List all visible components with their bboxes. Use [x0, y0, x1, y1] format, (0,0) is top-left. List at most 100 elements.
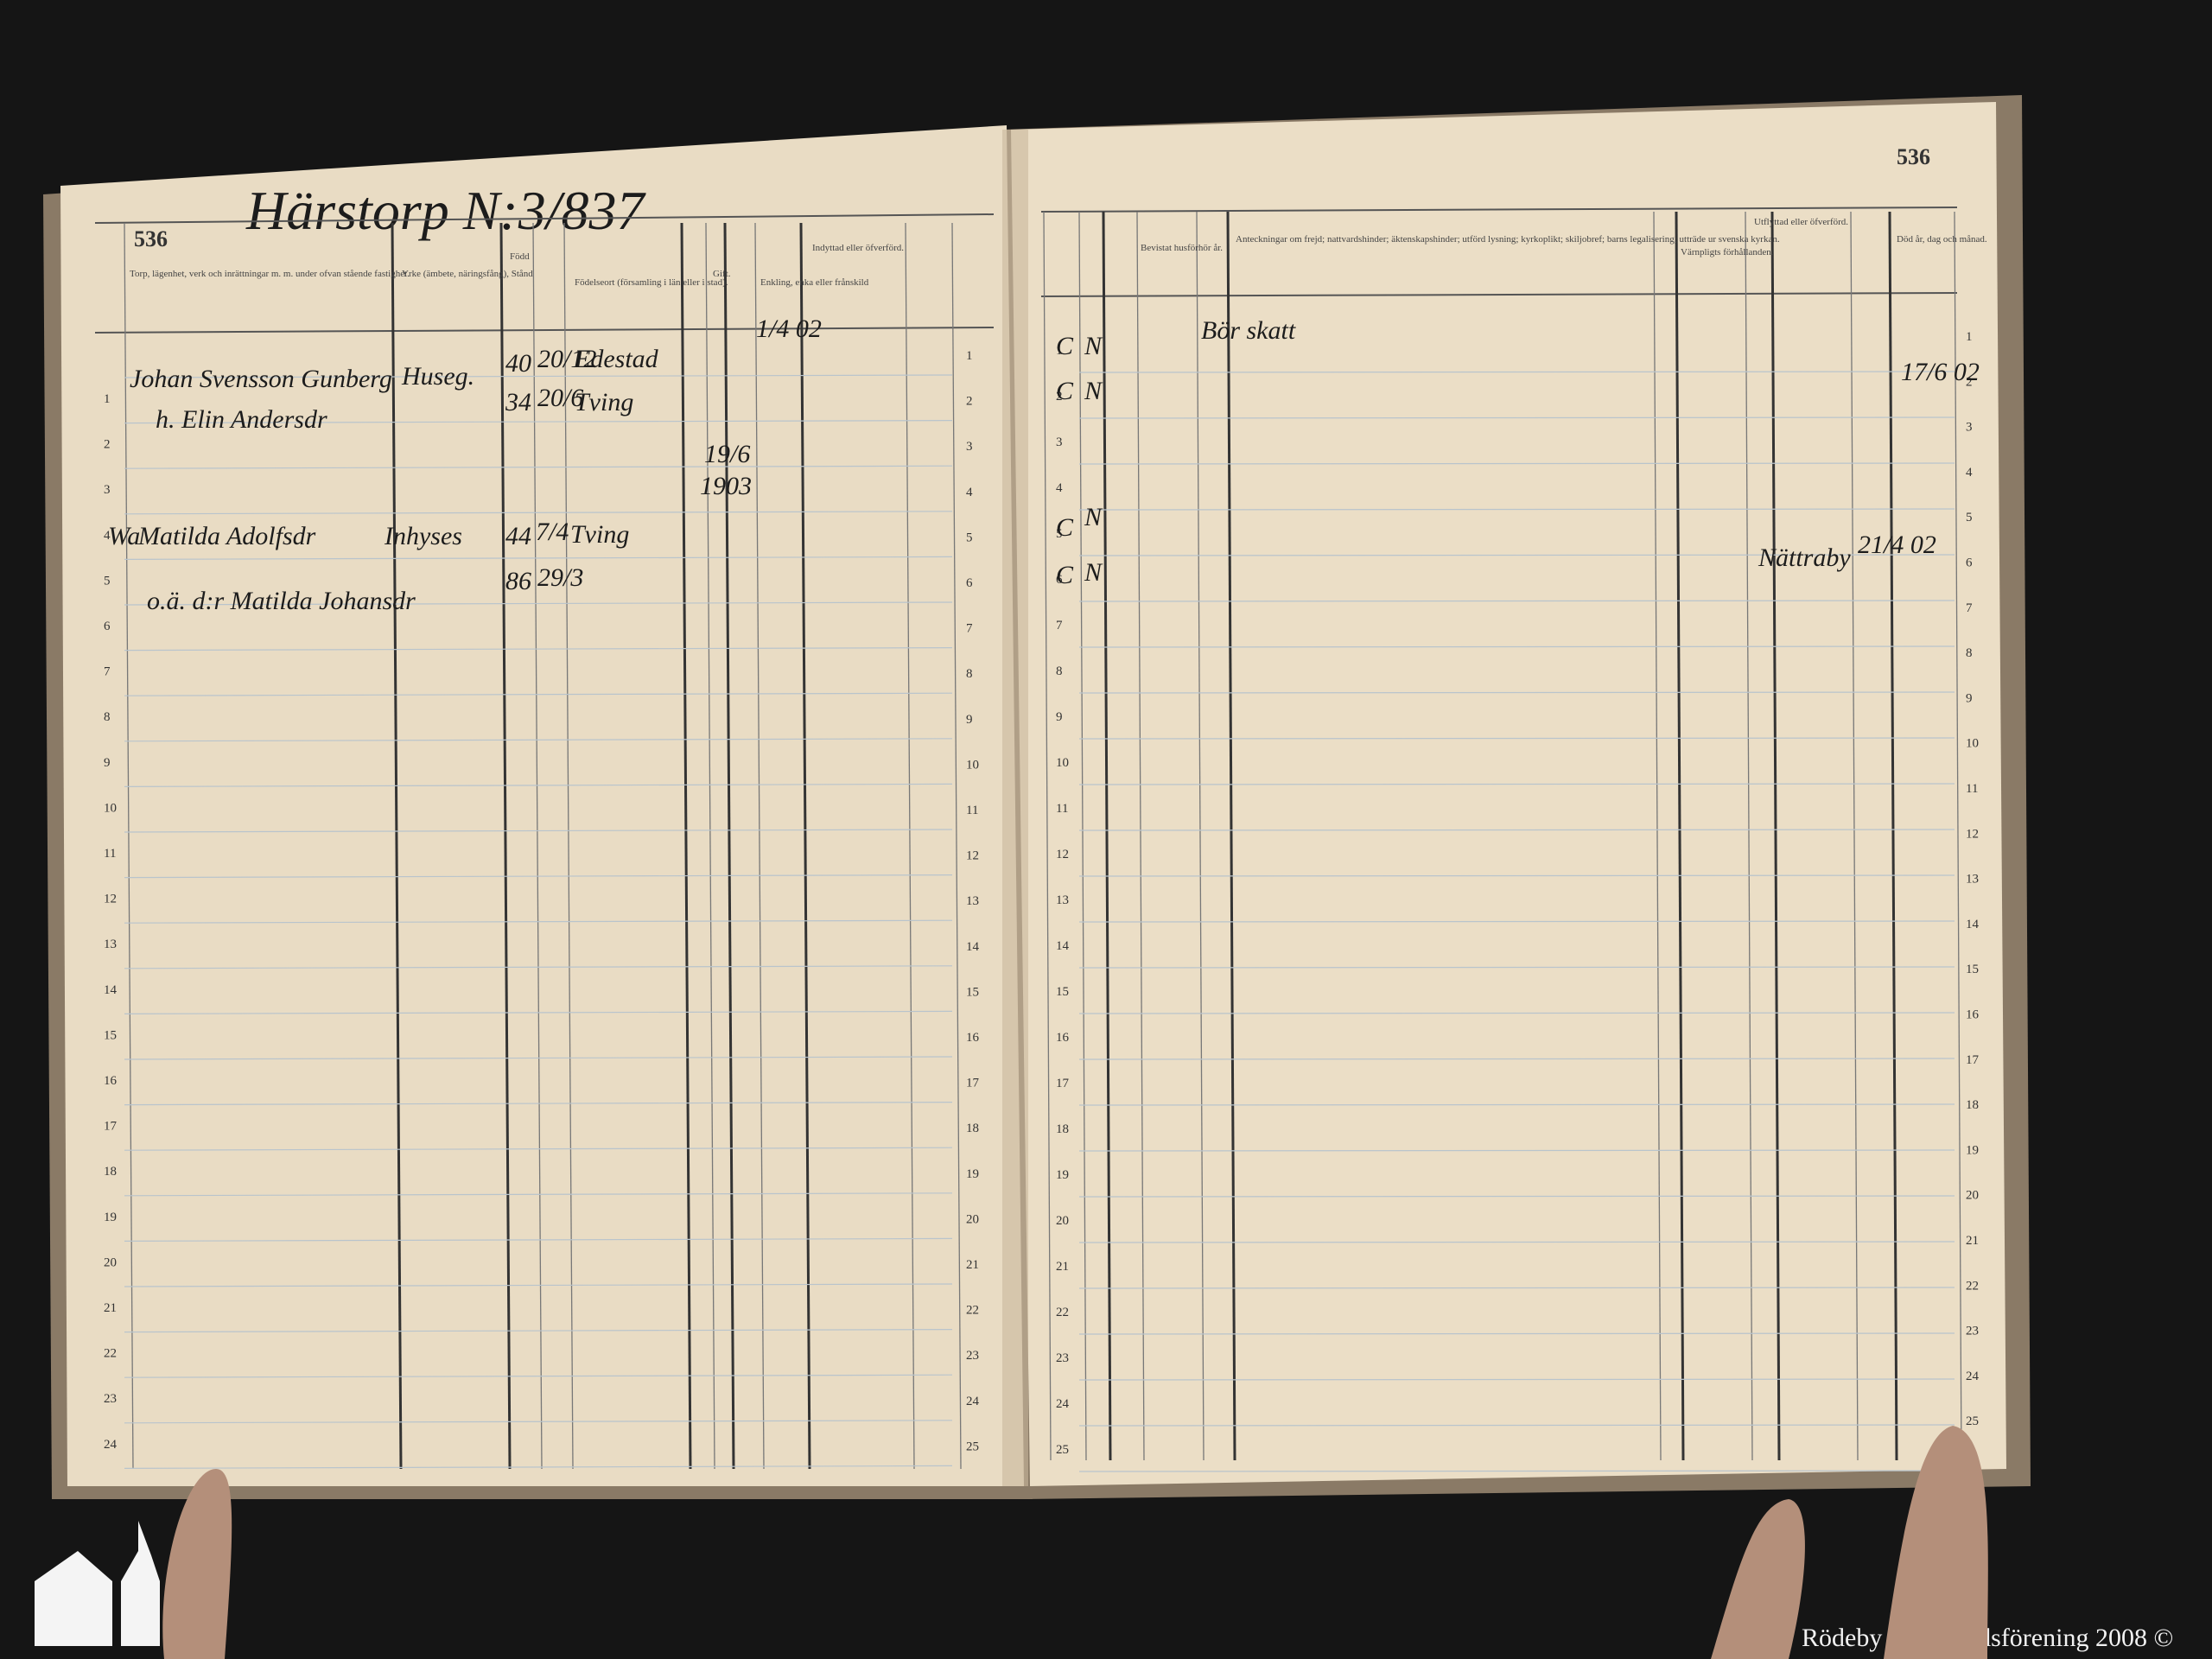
column-line — [799, 222, 811, 1470]
row-number: 11 — [104, 847, 116, 861]
handwritten-entry: N — [1084, 503, 1103, 531]
row-number: 15 — [1966, 963, 1979, 976]
row-line — [124, 874, 953, 879]
row-number: 7 — [1966, 601, 1973, 615]
row-line — [1078, 508, 1955, 511]
row-number: 4 — [1056, 481, 1063, 495]
handwritten-entry: 40 — [505, 349, 531, 378]
row-number: 3 — [966, 440, 973, 454]
column-header: Enkling, enka eller frånskild — [760, 277, 869, 288]
row-number: 23 — [966, 1349, 979, 1363]
handwritten-entry: 17/6 02 — [1901, 358, 1980, 386]
row-line — [1078, 1058, 1955, 1060]
right-page — [1011, 102, 2006, 1486]
row-number: 2 — [1966, 375, 1973, 389]
row-line — [124, 420, 953, 424]
column-header: Gift. — [713, 269, 731, 279]
handwritten-entry: Tving — [570, 520, 629, 549]
handwritten-entry: C — [1056, 332, 1074, 360]
handwritten-entry: Inhyses — [384, 522, 462, 550]
church-logo — [35, 1521, 160, 1646]
column-line — [680, 222, 692, 1470]
row-number: 19 — [104, 1211, 117, 1224]
page-number: 536 — [1897, 144, 1930, 169]
row-number: 25 — [1056, 1443, 1069, 1457]
handwritten-entry: C — [1056, 377, 1074, 405]
row-line — [1078, 1012, 1955, 1014]
row-number: 20 — [1966, 1189, 1979, 1203]
row-number: 22 — [1966, 1279, 1979, 1293]
row-number: 1 — [1966, 330, 1973, 344]
row-number: 13 — [1056, 893, 1069, 907]
row-number: 11 — [1056, 802, 1068, 816]
row-number: 18 — [1966, 1098, 1979, 1112]
row-number: 20 — [966, 1212, 979, 1226]
column-line — [391, 222, 403, 1470]
handwritten-entry: Huseg. — [401, 362, 474, 391]
row-number: 1 — [104, 392, 111, 406]
row-line — [1078, 1241, 1955, 1243]
row-line — [1078, 1378, 1955, 1381]
column-line — [1043, 211, 1052, 1461]
row-line — [1078, 920, 1955, 923]
handwritten-entry: 34 — [505, 388, 531, 416]
handwritten-entry: 19/6 — [704, 440, 750, 468]
column-line — [1745, 211, 1753, 1461]
row-line — [1078, 691, 1955, 694]
row-line — [124, 1465, 953, 1470]
handwritten-entry: N — [1084, 332, 1103, 360]
row-line — [1078, 1103, 1955, 1106]
column-header: Indyttad eller öfverförd. — [812, 243, 904, 253]
row-line — [124, 783, 953, 788]
gutter-shadow — [1002, 130, 1028, 1486]
column-line — [1196, 211, 1205, 1461]
row-number: 13 — [104, 938, 117, 951]
hands — [162, 1426, 1988, 1659]
row-number: 12 — [1056, 848, 1069, 861]
column-line — [1850, 211, 1859, 1461]
row-line — [1078, 554, 1955, 556]
row-number: 22 — [104, 1347, 117, 1361]
row-number: 9 — [966, 713, 973, 727]
column-line — [723, 222, 735, 1470]
row-line — [1078, 1149, 1955, 1152]
rule — [94, 213, 995, 224]
row-number: 9 — [1056, 710, 1063, 724]
row-number: 4 — [104, 529, 111, 543]
column-line — [1102, 211, 1112, 1461]
row-line — [1078, 416, 1955, 419]
row-number: 13 — [966, 894, 979, 908]
column-line — [705, 222, 715, 1470]
row-number: 12 — [104, 893, 117, 906]
row-number: 14 — [1966, 918, 1980, 931]
handwritten-entry: Tving — [575, 388, 633, 416]
row-line — [1078, 737, 1955, 740]
rule — [1040, 207, 1958, 213]
row-number: 18 — [966, 1122, 979, 1135]
column-line — [1653, 211, 1662, 1461]
row-line — [124, 738, 953, 742]
column-line — [1770, 211, 1781, 1461]
row-number: 14 — [104, 983, 118, 997]
row-number: 8 — [966, 667, 973, 681]
handwritten-entry: 20/6 — [537, 384, 583, 412]
row-number: 25 — [1966, 1414, 1979, 1428]
row-line — [124, 1147, 953, 1151]
column-header: Född — [510, 251, 530, 262]
row-line — [124, 965, 953, 969]
row-number: 5 — [966, 531, 973, 544]
row-number: 2 — [966, 395, 973, 409]
row-line — [124, 1010, 953, 1015]
row-line — [124, 1237, 953, 1243]
column-line — [563, 222, 574, 1470]
handwritten-entry: Bör skatt — [1201, 316, 1296, 345]
row-number: 15 — [1056, 985, 1069, 999]
row-number: 20 — [104, 1255, 117, 1269]
row-number: 19 — [1966, 1143, 1979, 1157]
row-number: 21 — [1966, 1234, 1979, 1248]
row-number: 19 — [1056, 1168, 1069, 1182]
left-page — [60, 125, 1024, 1486]
handwritten-entry: 7/4 — [536, 518, 569, 546]
row-number: 8 — [1966, 646, 1973, 660]
